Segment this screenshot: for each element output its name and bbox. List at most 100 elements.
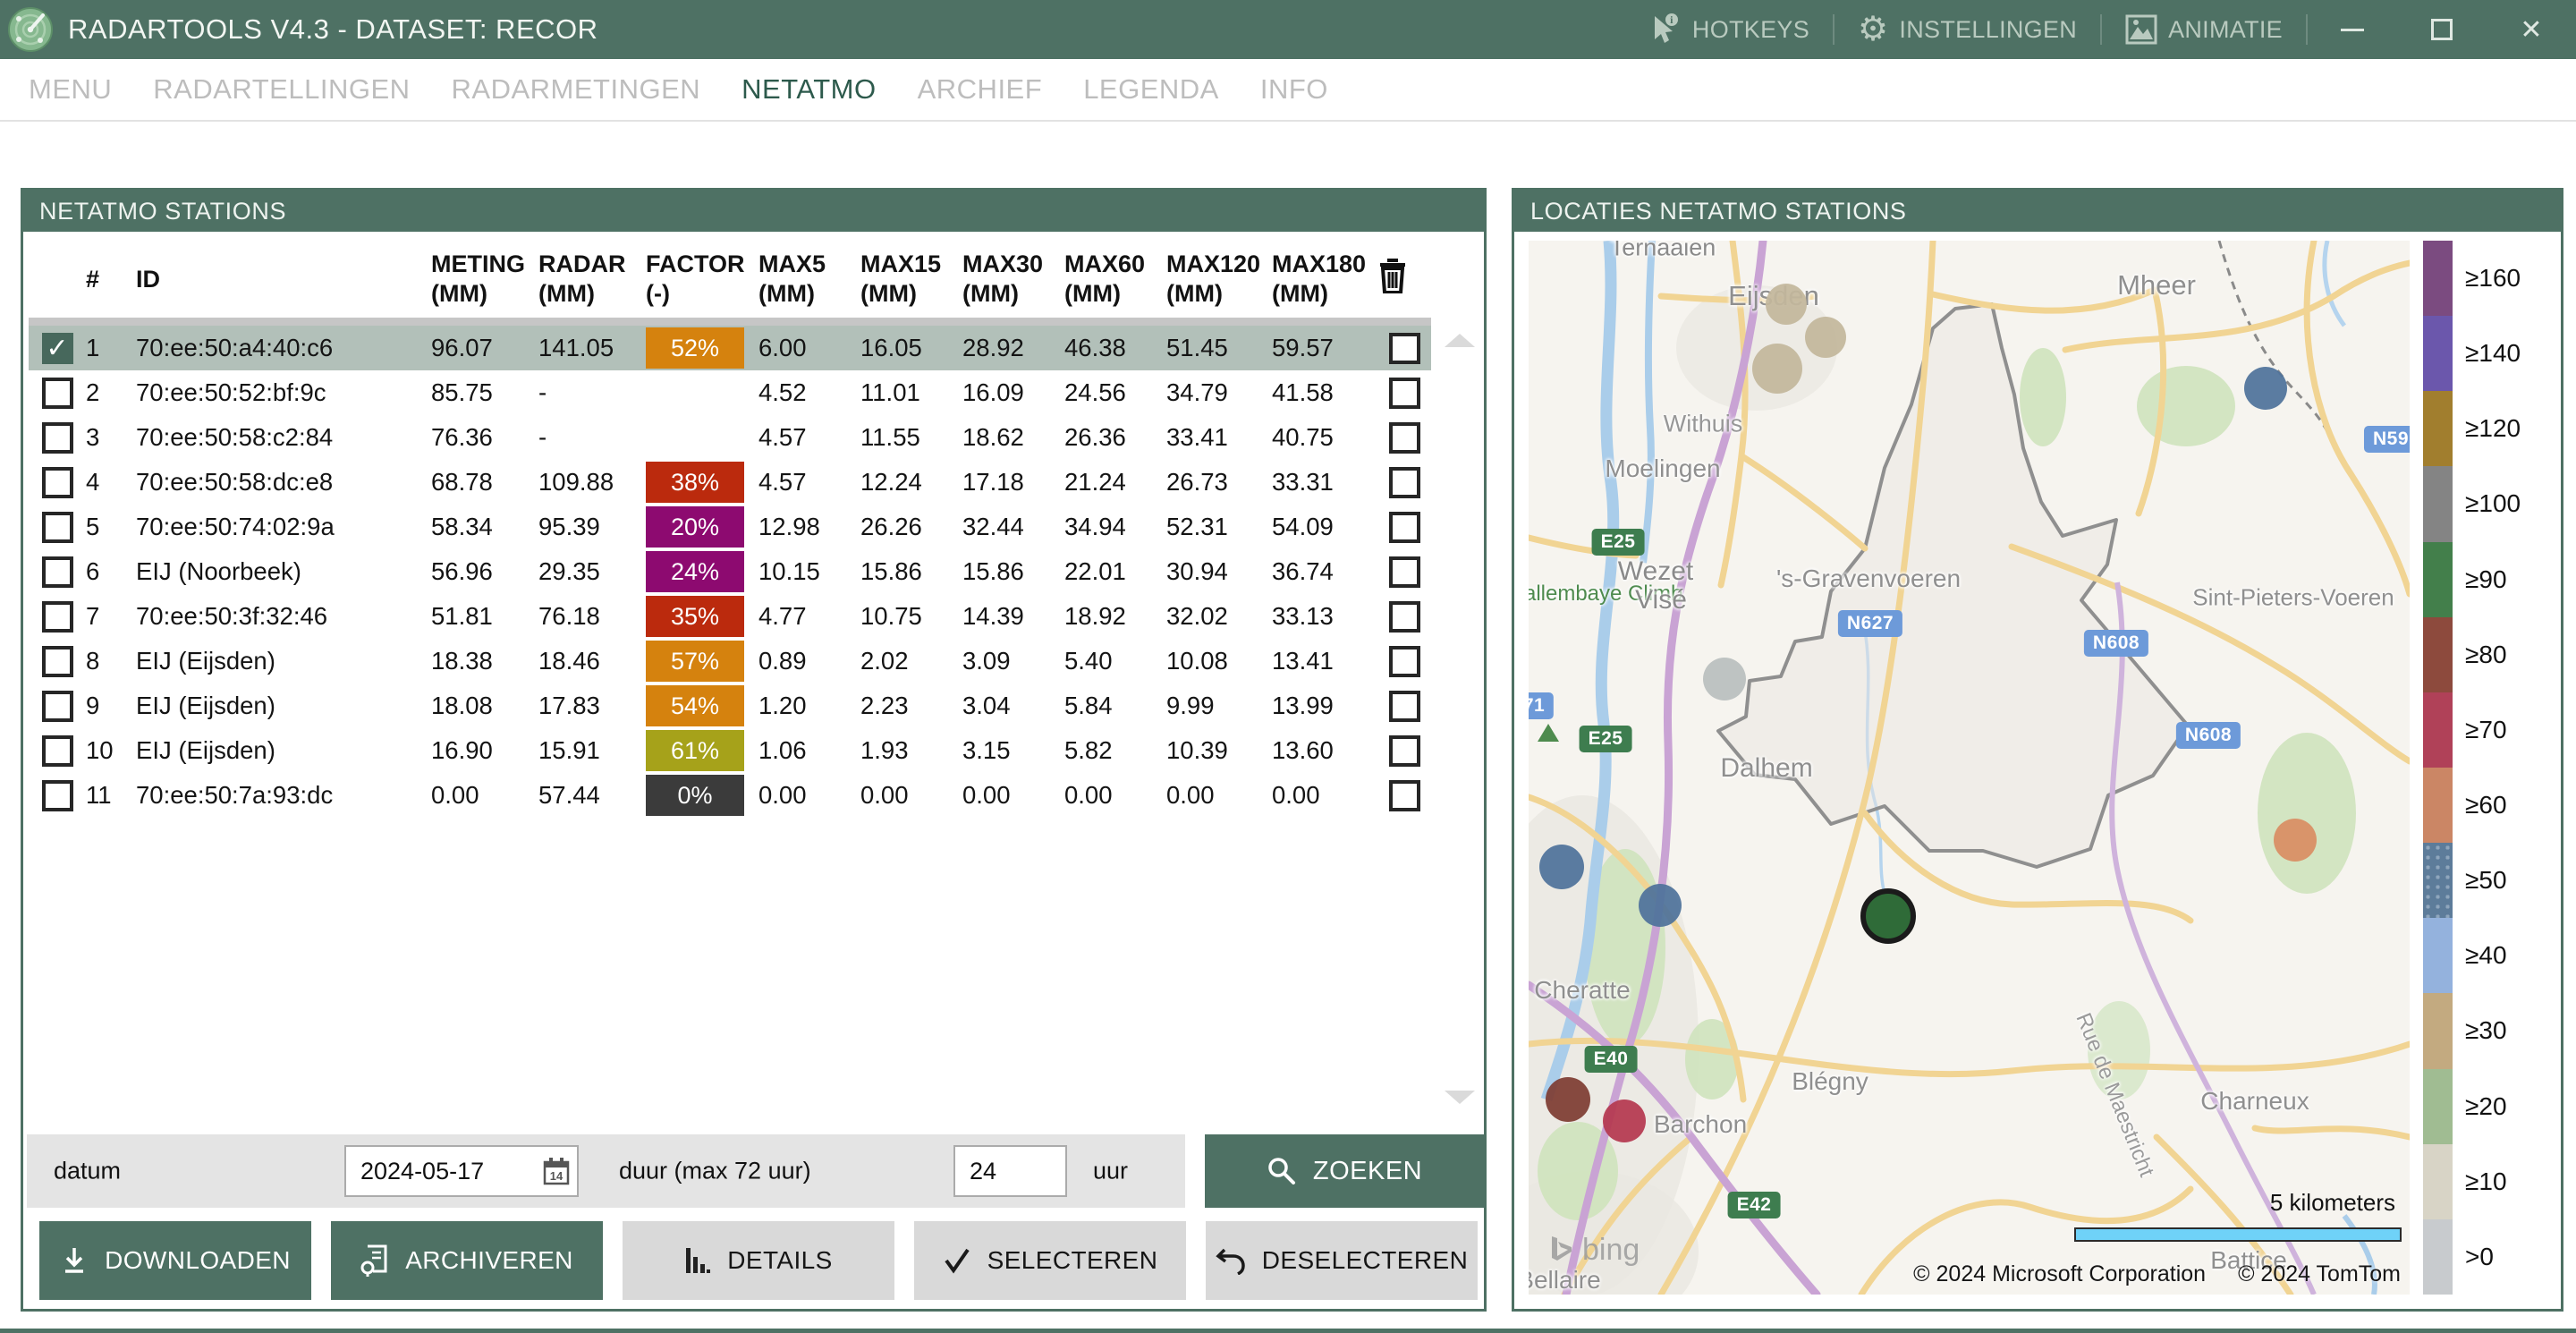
row-delete-checkbox[interactable] xyxy=(1388,421,1420,454)
legend-swatch xyxy=(2423,767,2453,844)
station-marker[interactable] xyxy=(1703,658,1746,700)
row-delete-checkbox[interactable] xyxy=(1388,779,1420,811)
calendar-icon[interactable]: 14 xyxy=(543,1157,570,1185)
max-value: 32.02 xyxy=(1166,602,1228,630)
row-delete-checkbox[interactable] xyxy=(1388,690,1420,722)
downloaden-button[interactable]: DOWNLOADEN xyxy=(39,1221,311,1300)
station-marker[interactable] xyxy=(1603,1100,1646,1142)
meting-value: 96.07 xyxy=(429,318,537,370)
station-row[interactable]: 5 70:ee:50:74:02:9a 58.34 95.39 20% 12.98 26.2… xyxy=(29,505,1431,549)
legend-item: ≥90 xyxy=(2423,541,2559,617)
max-value: 17.18 xyxy=(962,468,1024,496)
row-delete-checkbox[interactable] xyxy=(1388,645,1420,677)
road-shield-71: 71 xyxy=(1529,692,1555,719)
station-marker[interactable] xyxy=(2244,367,2287,410)
station-marker[interactable] xyxy=(1766,284,1807,325)
station-marker[interactable] xyxy=(1752,344,1802,394)
station-marker[interactable] xyxy=(2274,819,2317,862)
row-select-checkbox[interactable] xyxy=(41,421,73,454)
scroll-up-arrow[interactable] xyxy=(1445,334,1475,347)
map-place-label: Visé xyxy=(1635,585,1687,615)
station-marker[interactable] xyxy=(1539,845,1584,889)
row-select-checkbox[interactable] xyxy=(41,690,73,722)
row-select-checkbox[interactable] xyxy=(41,734,73,767)
legend-swatch xyxy=(2423,316,2453,392)
date-input[interactable]: 2024-05-17 14 xyxy=(344,1145,579,1197)
max-value: 12.24 xyxy=(860,468,922,496)
zoeken-label: ZOEKEN xyxy=(1312,1156,1423,1185)
factor-cell: 20% xyxy=(644,505,757,549)
max-value: 13.99 xyxy=(1272,692,1334,719)
station-row[interactable]: 6 EIJ (Noorbeek) 56.96 29.35 24% 10.15 15.86 15… xyxy=(29,549,1431,594)
map[interactable]: TernaaienEijsdenMheerWithuisMoelingenHal… xyxy=(1529,241,2410,1295)
station-row[interactable]: 11 70:ee:50:7a:93:dc 0.00 57.44 0% 0.00 0.00 0.… xyxy=(29,773,1431,818)
row-select-checkbox[interactable] xyxy=(41,600,73,633)
row-select-checkbox[interactable] xyxy=(41,377,73,409)
row-delete-checkbox[interactable] xyxy=(1388,332,1420,364)
row-delete-checkbox[interactable] xyxy=(1388,600,1420,633)
station-marker[interactable] xyxy=(1546,1077,1590,1122)
details-button[interactable]: DETAILS xyxy=(623,1221,894,1300)
station-row[interactable]: 3 70:ee:50:58:c2:84 76.36 - 4.57 11.55 18.62 26… xyxy=(29,415,1431,460)
row-delete-checkbox[interactable] xyxy=(1388,511,1420,543)
menu-item-menu[interactable]: MENU xyxy=(29,73,113,105)
archiveren-button[interactable]: ARCHIVEREN xyxy=(331,1221,603,1300)
menu-item-netatmo[interactable]: NETATMO xyxy=(741,73,877,105)
factor-cell: 38% xyxy=(644,460,757,505)
hotkeys-button[interactable]: i HOTKEYS xyxy=(1624,13,1833,47)
row-select-checkbox[interactable]: ✓ xyxy=(41,332,73,364)
station-row[interactable]: 10 EIJ (Eijsden) 16.90 15.91 61% 1.06 1.93 3.15… xyxy=(29,728,1431,773)
settings-button[interactable]: ⚙ INSTELLINGEN xyxy=(1835,13,2100,47)
animation-button[interactable]: ANIMATIE xyxy=(2102,14,2306,45)
map-place-label: Sint-Pieters-Voeren xyxy=(2192,583,2394,611)
station-row[interactable]: ✓ 1 70:ee:50:a4:40:c6 96.07 141.05 52% 6.00 16.… xyxy=(29,318,1431,370)
row-select-checkbox[interactable] xyxy=(41,556,73,588)
menu-item-radarmetingen[interactable]: RADARMETINGEN xyxy=(451,73,701,105)
row-delete-checkbox[interactable] xyxy=(1388,734,1420,767)
station-marker[interactable] xyxy=(1805,317,1846,358)
action-buttons-row: DOWNLOADEN ARCHIVEREN DETAILS xyxy=(39,1221,1478,1300)
row-delete-checkbox[interactable] xyxy=(1388,466,1420,498)
row-select-checkbox[interactable] xyxy=(41,466,73,498)
minimize-button[interactable] xyxy=(2308,0,2397,59)
deselecteren-button[interactable]: DESELECTEREN xyxy=(1206,1221,1478,1300)
duration-input[interactable]: 24 xyxy=(953,1145,1067,1197)
max-value: 21.24 xyxy=(1064,468,1126,496)
max-value: 0.89 xyxy=(758,647,807,675)
scroll-down-arrow[interactable] xyxy=(1445,1091,1475,1104)
road-shield-e25: E25 xyxy=(1579,726,1632,752)
meting-value: 18.38 xyxy=(431,647,493,675)
cursor-info-icon: i xyxy=(1654,13,1678,43)
station-marker[interactable] xyxy=(1639,884,1682,927)
menu-item-archief[interactable]: ARCHIEF xyxy=(917,73,1043,105)
menu-item-info[interactable]: INFO xyxy=(1259,73,1328,105)
legend-swatch xyxy=(2423,843,2453,919)
row-delete-checkbox[interactable] xyxy=(1388,556,1420,588)
row-delete-checkbox[interactable] xyxy=(1388,377,1420,409)
row-select-checkbox[interactable] xyxy=(41,779,73,811)
map-scale-bar xyxy=(2074,1227,2402,1242)
station-row[interactable]: 7 70:ee:50:3f:32:46 51.81 76.18 35% 4.77 10.75… xyxy=(29,594,1431,639)
close-button[interactable]: ✕ xyxy=(2487,0,2576,59)
maximize-button[interactable] xyxy=(2397,0,2487,59)
radar-value: 17.83 xyxy=(538,692,600,719)
menu-item-legenda[interactable]: LEGENDA xyxy=(1083,73,1219,105)
station-marker-selected[interactable] xyxy=(1860,888,1916,944)
max-value: 26.26 xyxy=(860,513,922,540)
col-max120: MAX120 (MM) xyxy=(1166,250,1261,307)
row-select-checkbox[interactable] xyxy=(41,645,73,677)
row-select-checkbox[interactable] xyxy=(41,511,73,543)
image-icon xyxy=(2125,14,2157,45)
station-row[interactable]: 4 70:ee:50:58:dc:e8 68.78 109.88 38% 4.57 12.2… xyxy=(29,460,1431,505)
station-id: EIJ (Noorbeek) xyxy=(136,557,301,585)
factor-cell: 52% xyxy=(644,318,757,370)
station-row[interactable]: 2 70:ee:50:52:bf:9c 85.75 - 4.52 11.01 16.09 24… xyxy=(29,370,1431,415)
map-place-label: Moelingen xyxy=(1605,454,1721,482)
station-row[interactable]: 9 EIJ (Eijsden) 18.08 17.83 54% 1.20 2.23 3.04 5… xyxy=(29,683,1431,728)
station-id: EIJ (Eijsden) xyxy=(136,692,275,719)
row-number: 8 xyxy=(86,647,100,675)
menu-item-radartellingen[interactable]: RADARTELLINGEN xyxy=(153,73,411,105)
selecteren-button[interactable]: SELECTEREN xyxy=(914,1221,1186,1300)
zoeken-button[interactable]: ZOEKEN xyxy=(1205,1134,1484,1208)
station-row[interactable]: 8 EIJ (Eijsden) 18.38 18.46 57% 0.89 2.02 3.09 5… xyxy=(29,639,1431,683)
